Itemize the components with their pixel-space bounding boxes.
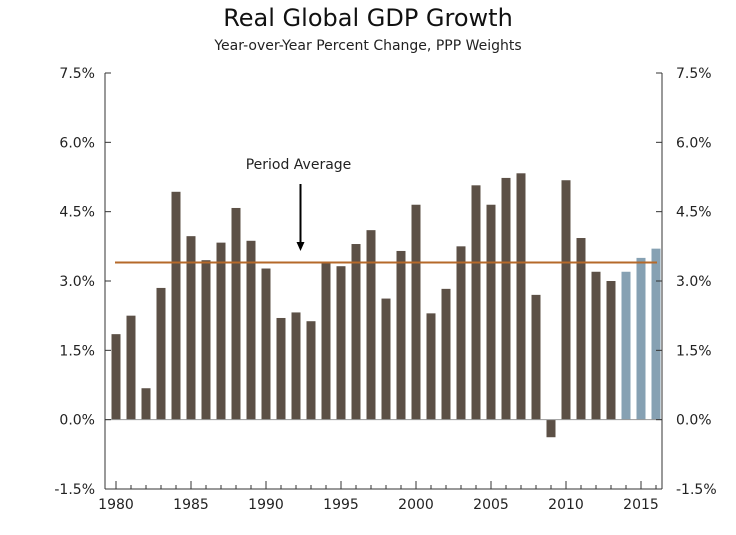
y-tick-label-right: -1.5% (676, 482, 717, 498)
bar-2005 (486, 204, 496, 420)
y-tick-label-left: 1.5% (59, 343, 95, 359)
y-tick-label-left: -1.5% (54, 482, 95, 498)
bar-1999 (396, 250, 406, 420)
bar-1987 (216, 242, 226, 420)
bar-2015 (636, 257, 646, 420)
y-tick-label-left: 0.0% (59, 413, 95, 429)
bar-2001 (426, 313, 436, 420)
x-tick-label: 1990 (248, 497, 284, 513)
overlay-layer: Period Average (115, 157, 657, 264)
x-tick-label: 2000 (398, 497, 434, 513)
bar-1997 (366, 230, 376, 420)
bar-1981 (126, 315, 136, 420)
chart-subtitle: Year-over-Year Percent Change, PPP Weigh… (214, 38, 522, 54)
bar-2009 (546, 419, 556, 438)
period-average-arrow-head (296, 242, 305, 251)
y-tick-label-right: 7.5% (676, 66, 712, 82)
bars-layer (111, 173, 661, 438)
y-tick-label-left: 3.0% (59, 274, 95, 290)
y-tick-label-left: 7.5% (59, 66, 95, 82)
y-tick-label-right: 4.5% (676, 205, 712, 221)
bar-2014 (621, 271, 631, 420)
bar-2004 (471, 185, 481, 420)
bar-1986 (201, 260, 211, 420)
bar-1990 (261, 268, 271, 420)
bar-2006 (501, 177, 511, 420)
bar-1993 (306, 321, 316, 420)
bar-2002 (441, 288, 451, 420)
bar-1982 (141, 388, 151, 420)
x-tick-label: 2015 (623, 497, 659, 513)
bar-2011 (576, 238, 586, 420)
bar-2016 (651, 248, 661, 420)
bar-1995 (336, 266, 346, 420)
bar-1991 (276, 317, 286, 420)
bar-2007 (516, 173, 526, 420)
x-tick-label: 2005 (473, 497, 509, 513)
chart-title: Real Global GDP Growth (223, 4, 513, 32)
bar-2003 (456, 246, 466, 420)
y-tick-label-left: 4.5% (59, 205, 95, 221)
bar-1984 (171, 191, 181, 420)
period-average-label: Period Average (246, 157, 352, 173)
bar-2013 (606, 281, 616, 420)
bar-1983 (156, 287, 166, 420)
bar-1980 (111, 334, 121, 420)
x-tick-label: 1980 (98, 497, 134, 513)
bar-1998 (381, 298, 391, 420)
y-tick-label-left: 6.0% (59, 135, 95, 151)
x-tick-label: 1995 (323, 497, 359, 513)
bar-2000 (411, 204, 421, 420)
y-tick-label-right: 1.5% (676, 343, 712, 359)
bar-2012 (591, 271, 601, 420)
bar-1996 (351, 244, 361, 420)
bar-1992 (291, 312, 301, 420)
y-tick-label-right: 0.0% (676, 413, 712, 429)
x-tick-label: 1985 (173, 497, 209, 513)
y-tick-label-right: 3.0% (676, 274, 712, 290)
bar-1988 (231, 207, 241, 420)
bar-2010 (561, 180, 571, 420)
bar-2008 (531, 294, 541, 420)
bar-1994 (321, 261, 331, 420)
bar-1989 (246, 240, 256, 420)
y-tick-label-right: 6.0% (676, 135, 712, 151)
bar-1985 (186, 236, 196, 420)
x-tick-label: 2010 (548, 497, 584, 513)
axes-layer: -1.5% -1.5% 0.0% 0.0% 1.5% 1.5% 3.0% 3.0% 4.5% 4.… (54, 66, 716, 513)
